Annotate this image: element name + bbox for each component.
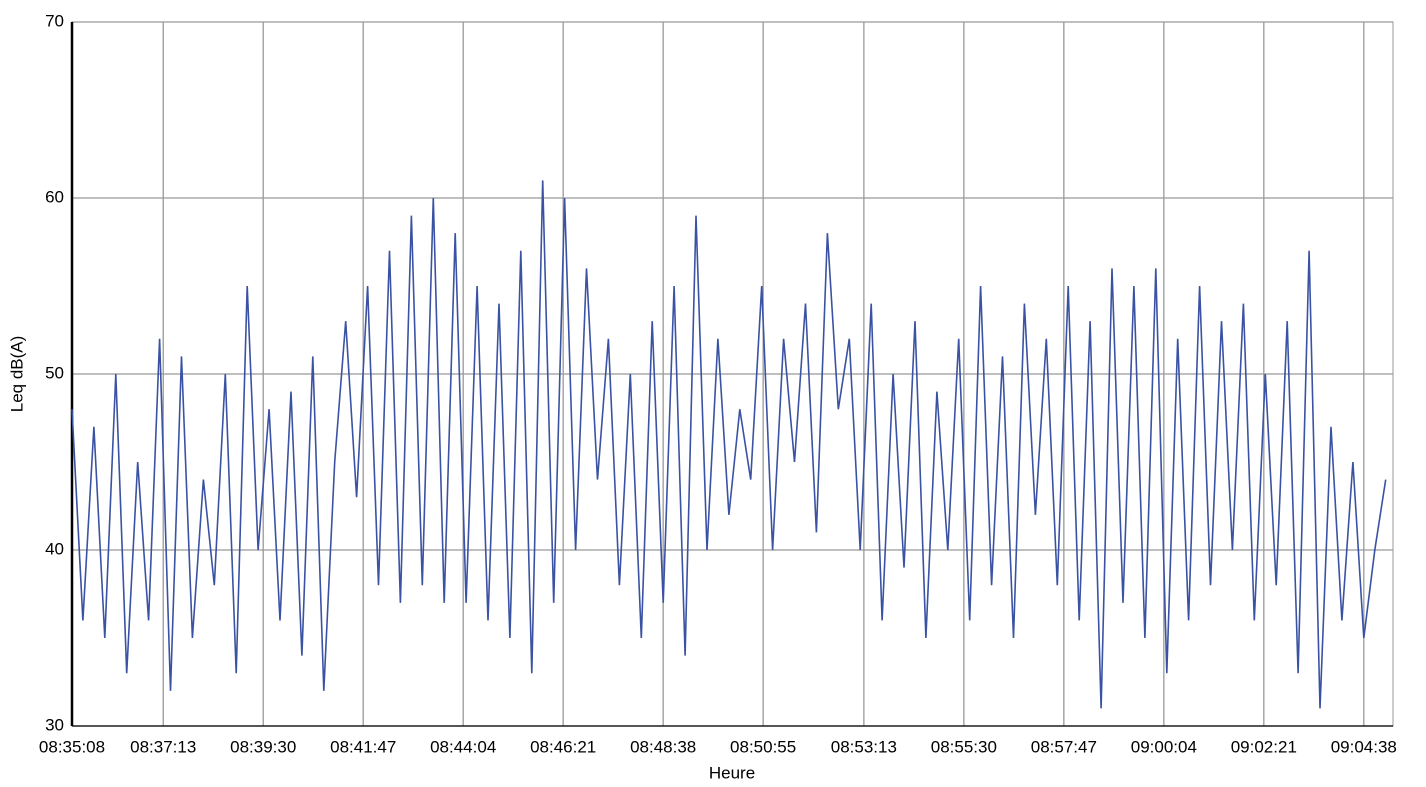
- y-tick-label: 60: [45, 187, 64, 206]
- x-tick-label: 09:04:38: [1331, 737, 1397, 756]
- x-tick-label: 08:50:55: [730, 737, 796, 756]
- x-tick-label: 08:55:30: [931, 737, 997, 756]
- x-tick-label: 08:35:08: [39, 737, 105, 756]
- x-tick-label: 08:46:21: [530, 737, 596, 756]
- y-tick-label: 30: [45, 715, 64, 734]
- y-tick-label: 70: [45, 11, 64, 30]
- x-tick-label: 08:44:04: [430, 737, 496, 756]
- y-axis-label: Leq dB(A): [7, 336, 26, 413]
- y-tick-label: 50: [45, 363, 64, 382]
- data-line: [71, 180, 1387, 709]
- x-tick-label: 09:02:21: [1231, 737, 1297, 756]
- x-tick-label: 08:48:38: [630, 737, 696, 756]
- x-tick-label: 08:39:30: [230, 737, 296, 756]
- x-tick-label: 08:41:47: [330, 737, 396, 756]
- x-tick-label: 09:00:04: [1131, 737, 1197, 756]
- x-tick-label: 08:37:13: [130, 737, 196, 756]
- x-axis-label: Heure: [709, 763, 755, 782]
- x-tick-label: 08:57:47: [1031, 737, 1097, 756]
- x-tick-label: 08:53:13: [831, 737, 897, 756]
- y-tick-label: 40: [45, 539, 64, 558]
